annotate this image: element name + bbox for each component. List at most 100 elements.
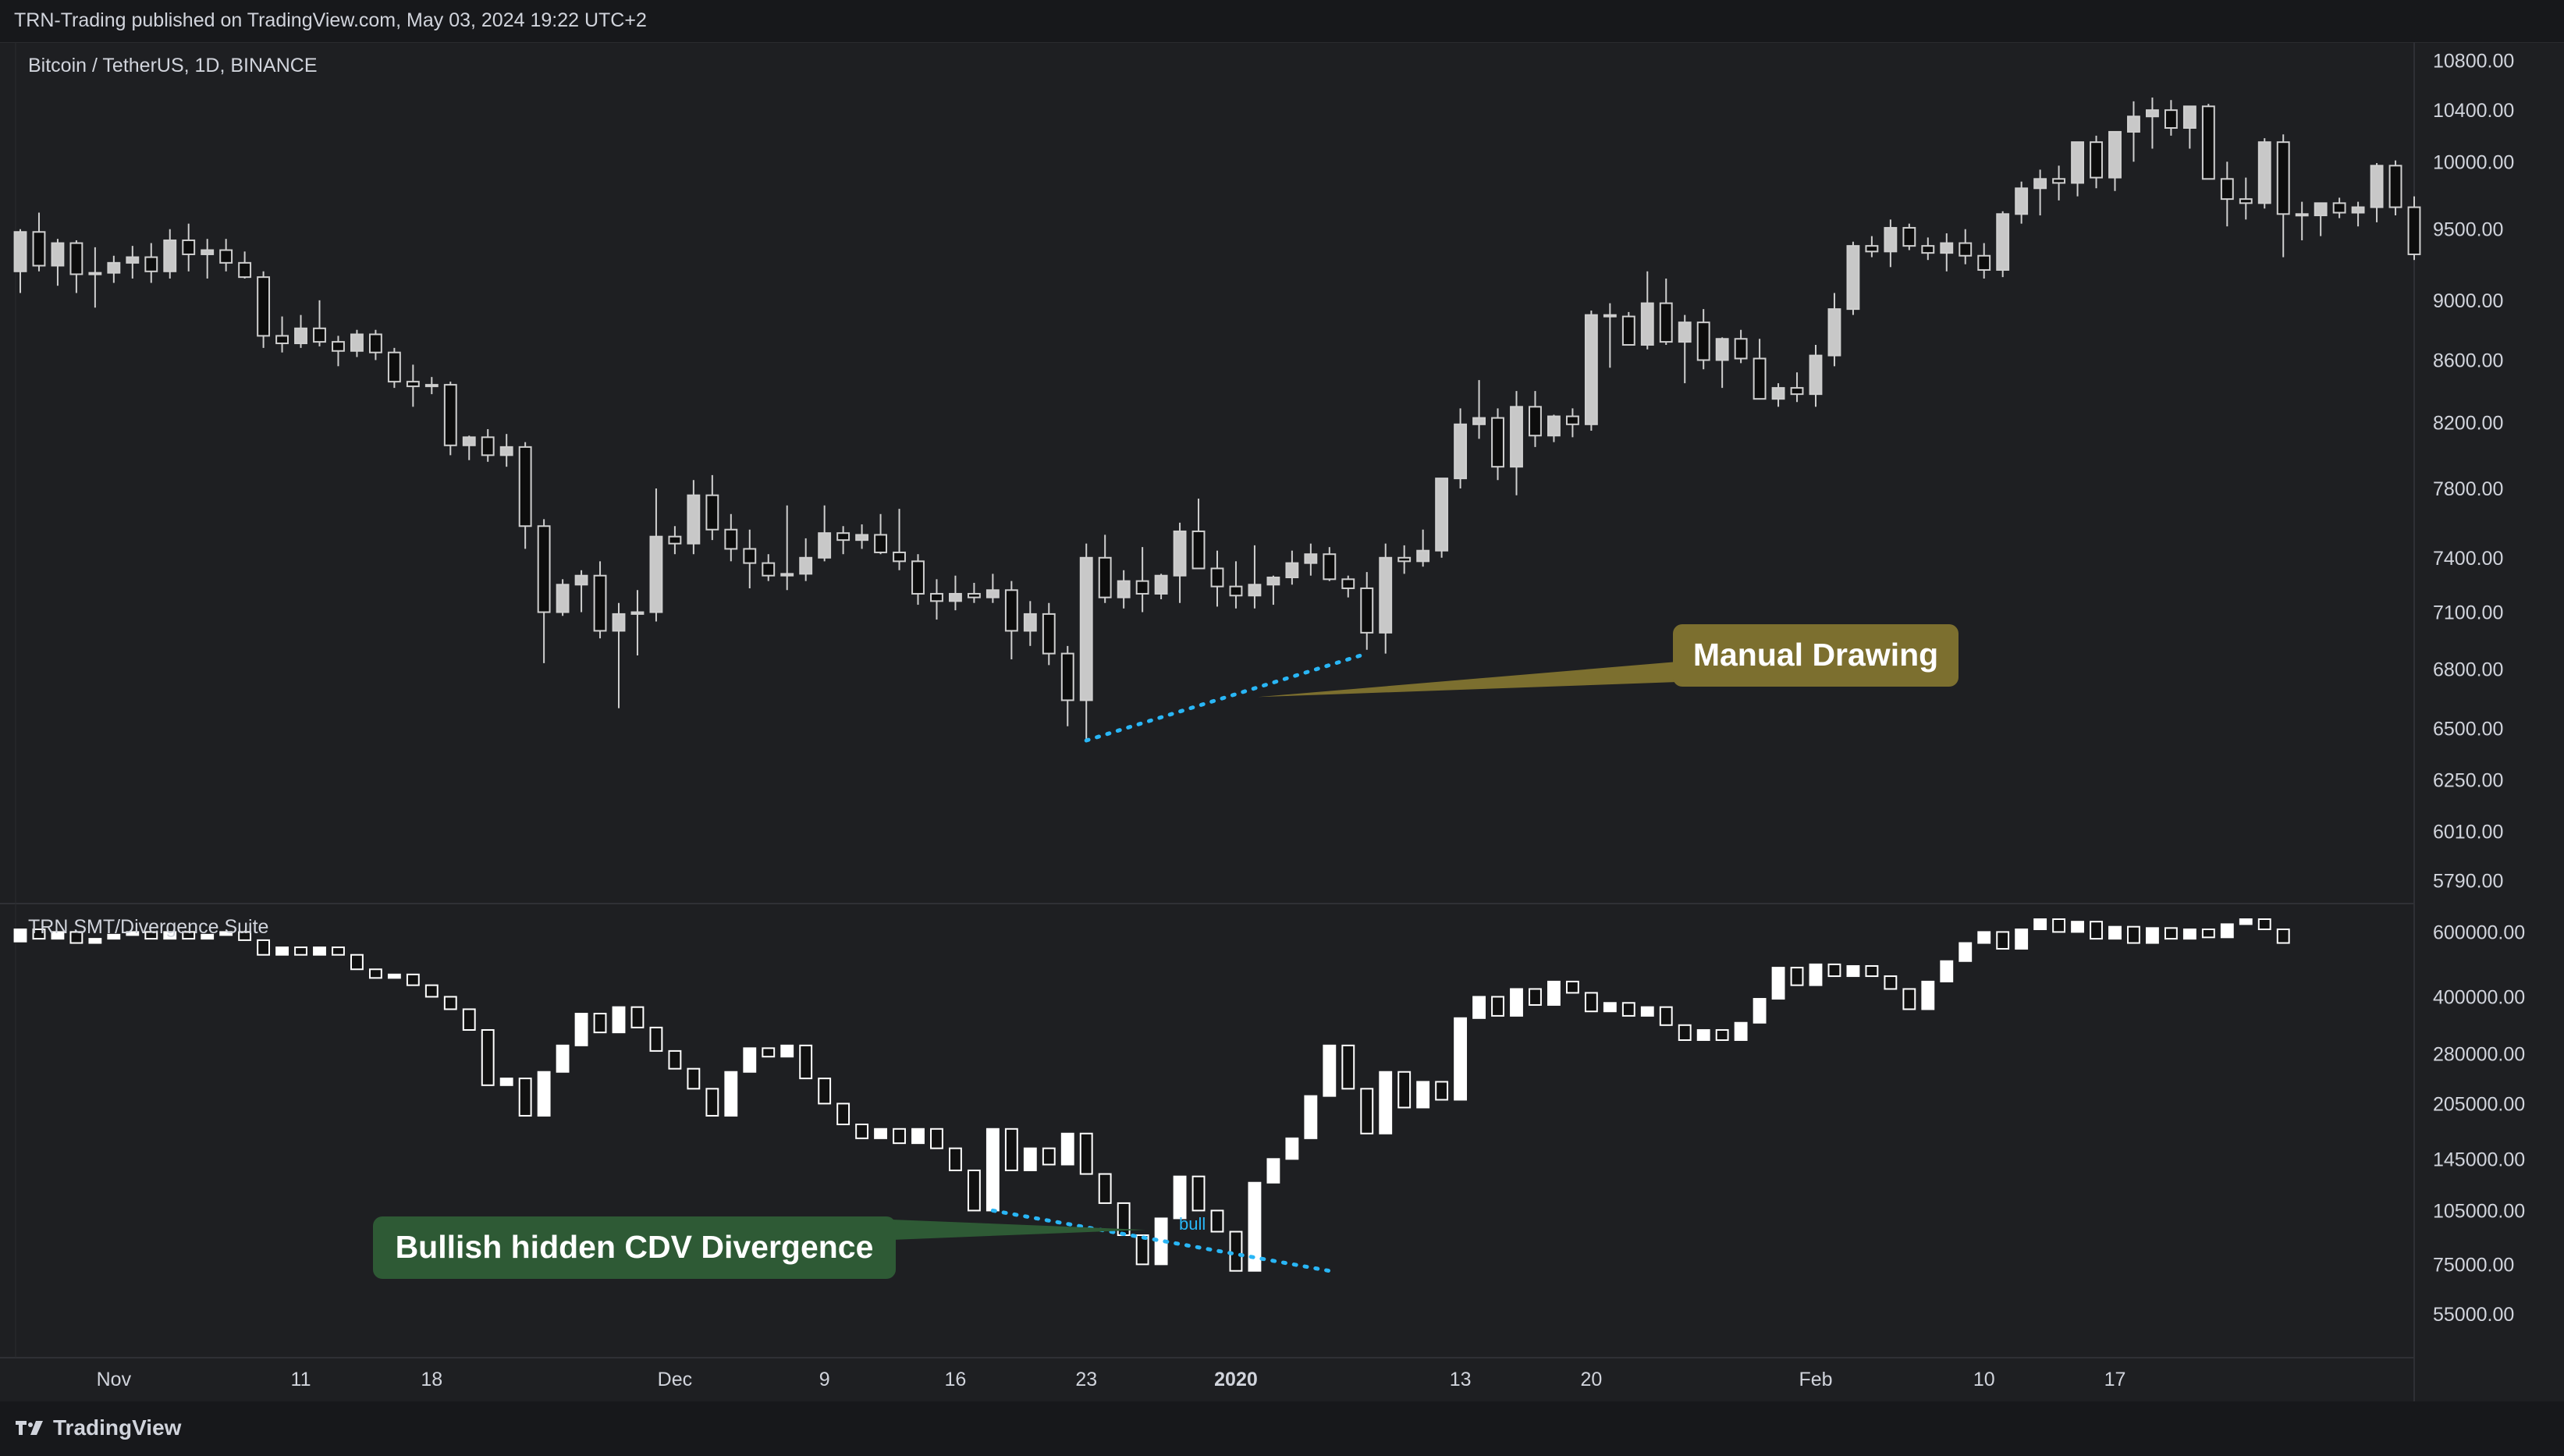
price-axis-label: 6010.00	[2433, 821, 2503, 843]
cdv-bar	[855, 1124, 869, 1139]
price-candle	[949, 592, 962, 602]
published-info: TRN-Trading published on TradingView.com…	[14, 9, 647, 31]
cdv-bar	[294, 946, 307, 956]
price-candle	[126, 256, 140, 264]
time-axis-label: 13	[1450, 1369, 1472, 1390]
price-candle	[1173, 530, 1187, 577]
cdv-bar	[1304, 1095, 1318, 1139]
cdv-bar	[481, 1028, 495, 1086]
tradingview-brand[interactable]: TradingView	[14, 1414, 181, 1442]
cdv-bar	[88, 938, 102, 944]
price-axis-label: 6500.00	[2433, 718, 2503, 740]
price-axis-label: 10000.00	[2433, 151, 2514, 173]
cdv-bar	[1790, 967, 1804, 986]
cdv-bar	[350, 954, 364, 971]
bull-divergence-label: bull	[1179, 1214, 1206, 1234]
cdv-bar	[1397, 1071, 1412, 1109]
price-candle	[424, 384, 439, 388]
price-candle	[443, 384, 457, 446]
price-candle	[1715, 338, 1729, 361]
cdv-callout-pointer	[891, 1220, 1146, 1240]
cdv-bar	[1659, 1006, 1673, 1026]
price-candle	[1060, 652, 1074, 701]
price-candle	[1191, 530, 1206, 570]
cdv-bar	[51, 931, 65, 940]
price-candle	[51, 242, 65, 267]
time-axis-label: 18	[421, 1369, 442, 1390]
cdv-bar	[1248, 1181, 1262, 1272]
price-candle	[1285, 562, 1299, 579]
price-axis-label: 9000.00	[2433, 290, 2503, 312]
price-candle	[1940, 242, 1954, 254]
cdv-bar	[2220, 923, 2234, 939]
cdv-bar	[612, 1006, 626, 1034]
price-candle	[705, 494, 719, 531]
price-candle	[1042, 613, 1056, 655]
price-candle	[1435, 478, 1449, 552]
price-candle	[855, 534, 869, 542]
cdv-bar	[1809, 963, 1823, 986]
price-candle	[630, 611, 645, 615]
price-candle	[1547, 415, 1561, 437]
cdv-bar	[668, 1049, 682, 1070]
price-candle	[2052, 178, 2066, 184]
cdv-bar	[163, 931, 177, 940]
cdv-bar	[649, 1026, 663, 1052]
price-candle	[13, 231, 27, 272]
cdv-bar	[893, 1128, 906, 1145]
price-candle	[481, 436, 495, 456]
cdv-bar	[705, 1088, 719, 1117]
price-candle	[2015, 187, 2029, 215]
price-candle	[1753, 357, 1767, 400]
price-candle	[574, 574, 588, 586]
price-axis-label: 8200.00	[2433, 413, 2503, 435]
price-candle	[2407, 206, 2421, 255]
price-axis-label: 5790.00	[2433, 870, 2503, 892]
price-candle	[238, 261, 252, 279]
cdv-bar	[949, 1147, 962, 1171]
price-candle	[163, 239, 177, 272]
cdv-bar	[144, 931, 158, 940]
cdv-bar	[743, 1047, 757, 1073]
price-candle	[1360, 587, 1374, 634]
cdv-bar	[1865, 964, 1879, 978]
cdv-bar	[1584, 992, 1598, 1013]
cdv-bar	[1004, 1128, 1018, 1171]
price-candle	[967, 592, 981, 598]
cdv-bar	[1098, 1173, 1112, 1204]
cdv-bar	[911, 1128, 925, 1145]
cdv-bar	[1565, 980, 1579, 994]
cdv-bar	[1771, 967, 1785, 1000]
cdv-bar	[1360, 1088, 1374, 1135]
time-axis-label: 17	[2104, 1369, 2126, 1390]
cdv-bar	[1959, 942, 1973, 962]
price-candle	[893, 551, 906, 563]
cdv-bar	[799, 1044, 813, 1080]
time-axis-label: 16	[945, 1369, 967, 1390]
time-axis-label: Feb	[1799, 1369, 1832, 1390]
cdv-divergence-line	[990, 1208, 1332, 1273]
price-axis-label: 7400.00	[2433, 548, 2503, 570]
price-candle	[743, 548, 757, 564]
cdv-bar	[556, 1044, 570, 1073]
price-candle	[1135, 580, 1149, 595]
cdv-bar	[462, 1008, 476, 1031]
price-candle	[2127, 115, 2140, 133]
price-candle	[107, 261, 121, 274]
cdv-bar	[780, 1044, 794, 1058]
cdv-bar	[368, 968, 382, 979]
cdv-bar	[1079, 1132, 1093, 1175]
cdv-bar	[1640, 1006, 1654, 1017]
cdv-bar	[443, 996, 457, 1010]
cdv-bar	[387, 973, 401, 979]
price-candle	[1248, 584, 1262, 597]
cdv-bar	[2071, 921, 2084, 933]
price-candle	[668, 535, 682, 545]
cdv-bar	[2108, 925, 2122, 940]
price-candle	[1827, 308, 1841, 357]
cdv-bar	[1827, 963, 1841, 978]
cdv-bar	[1491, 996, 1504, 1017]
price-candle	[332, 341, 345, 352]
price-candle	[2071, 141, 2084, 184]
